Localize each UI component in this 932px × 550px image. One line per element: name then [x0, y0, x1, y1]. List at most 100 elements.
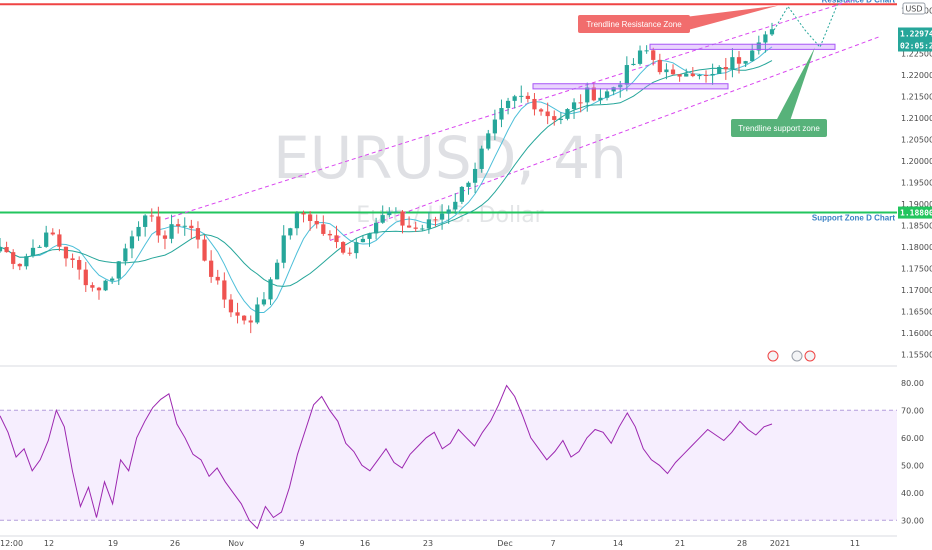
candle[interactable] [235, 302, 240, 324]
candle[interactable] [70, 253, 75, 268]
candle[interactable] [149, 208, 154, 222]
price-axis[interactable]: 1.235001.230001.225001.220001.215001.210… [897, 0, 932, 365]
candle[interactable] [750, 43, 755, 62]
candle[interactable] [697, 74, 702, 80]
candle[interactable] [525, 92, 530, 103]
event-marker[interactable] [791, 350, 803, 362]
candle[interactable] [96, 286, 102, 300]
candle[interactable] [301, 210, 306, 223]
candle[interactable] [426, 211, 432, 234]
candle[interactable] [604, 88, 610, 101]
candle[interactable] [110, 276, 115, 284]
event-marker[interactable] [767, 350, 779, 362]
candle[interactable] [83, 261, 88, 292]
rsi-line[interactable] [0, 384, 773, 530]
candle[interactable] [453, 193, 458, 214]
upper-trendline[interactable] [164, 0, 880, 220]
candle[interactable] [182, 217, 187, 236]
candle[interactable] [446, 205, 451, 224]
candle[interactable] [136, 221, 141, 241]
candle[interactable] [288, 227, 293, 240]
candle[interactable] [730, 48, 735, 78]
candle[interactable] [769, 22, 775, 36]
candle[interactable] [195, 221, 201, 249]
candle[interactable] [387, 207, 392, 218]
candle[interactable] [308, 211, 313, 231]
candle[interactable] [255, 297, 260, 325]
candle[interactable] [690, 66, 695, 78]
candle[interactable] [657, 53, 662, 75]
candle[interactable] [77, 256, 82, 280]
candle[interactable] [591, 82, 596, 102]
candle[interactable] [360, 235, 366, 243]
candle[interactable] [492, 109, 497, 141]
candle[interactable] [281, 225, 286, 269]
candle[interactable] [439, 204, 445, 230]
candle[interactable] [558, 112, 563, 125]
candle[interactable] [472, 162, 478, 194]
candle[interactable] [24, 253, 29, 270]
candle[interactable] [129, 230, 135, 259]
candle[interactable] [367, 232, 372, 247]
candle[interactable] [11, 249, 16, 270]
rsi-axis[interactable]: 80.00 70.00 60.00 50.00 40.00 30.00 [901, 379, 924, 526]
candle[interactable] [670, 64, 676, 76]
candle[interactable] [565, 108, 570, 121]
candle[interactable] [354, 237, 359, 259]
candle[interactable] [189, 219, 194, 239]
candle[interactable] [677, 74, 682, 82]
candle[interactable] [552, 110, 557, 126]
candle[interactable] [664, 63, 669, 80]
candle[interactable] [571, 98, 577, 119]
candle[interactable] [684, 68, 689, 77]
candle[interactable] [545, 102, 550, 125]
candle[interactable] [703, 70, 709, 83]
candle[interactable] [268, 277, 273, 306]
candle[interactable] [486, 129, 491, 151]
candle[interactable] [209, 250, 214, 283]
candle[interactable] [538, 108, 544, 116]
candle[interactable] [327, 230, 333, 240]
candle[interactable] [756, 35, 761, 55]
candle[interactable] [519, 85, 524, 103]
candle[interactable] [275, 259, 280, 280]
candle[interactable] [176, 218, 181, 234]
candle[interactable] [169, 214, 174, 244]
candle[interactable] [420, 224, 425, 232]
candle[interactable] [63, 246, 69, 267]
candle[interactable] [321, 215, 326, 236]
event-marker[interactable] [804, 350, 816, 362]
currency-badge[interactable]: USD [902, 2, 926, 15]
candle[interactable] [380, 205, 385, 224]
candle[interactable] [710, 63, 715, 85]
annotation-trendline-support[interactable]: Trendline support zone [731, 47, 827, 137]
candle[interactable] [4, 241, 9, 253]
candle[interactable] [743, 60, 748, 68]
resistance-flip-zone[interactable] [532, 83, 729, 90]
currency-box[interactable] [902, 2, 926, 15]
candle[interactable] [459, 186, 464, 205]
candle[interactable] [499, 99, 504, 128]
candle[interactable] [90, 282, 95, 292]
candle[interactable] [156, 206, 161, 243]
candle[interactable] [44, 225, 49, 248]
candle[interactable] [162, 230, 168, 250]
candle[interactable] [228, 294, 234, 318]
candle[interactable] [505, 97, 511, 115]
candle[interactable] [413, 221, 418, 232]
candle[interactable] [631, 58, 636, 66]
candle[interactable] [723, 57, 728, 80]
candle[interactable] [123, 243, 128, 266]
candle[interactable] [37, 245, 42, 248]
candle[interactable] [202, 234, 207, 262]
candle[interactable] [294, 211, 300, 236]
candle[interactable] [512, 94, 517, 109]
candle[interactable] [400, 210, 405, 234]
candle[interactable] [736, 51, 742, 74]
time-axis[interactable]: 12:00 12 19 26 Nov 9 16 23 Dec 7 14 21 28 2021 11 [0, 535, 897, 548]
candle[interactable] [314, 214, 319, 229]
candle[interactable] [50, 228, 55, 236]
candle[interactable] [578, 94, 583, 113]
candle[interactable] [17, 263, 22, 271]
candle[interactable] [651, 47, 656, 66]
